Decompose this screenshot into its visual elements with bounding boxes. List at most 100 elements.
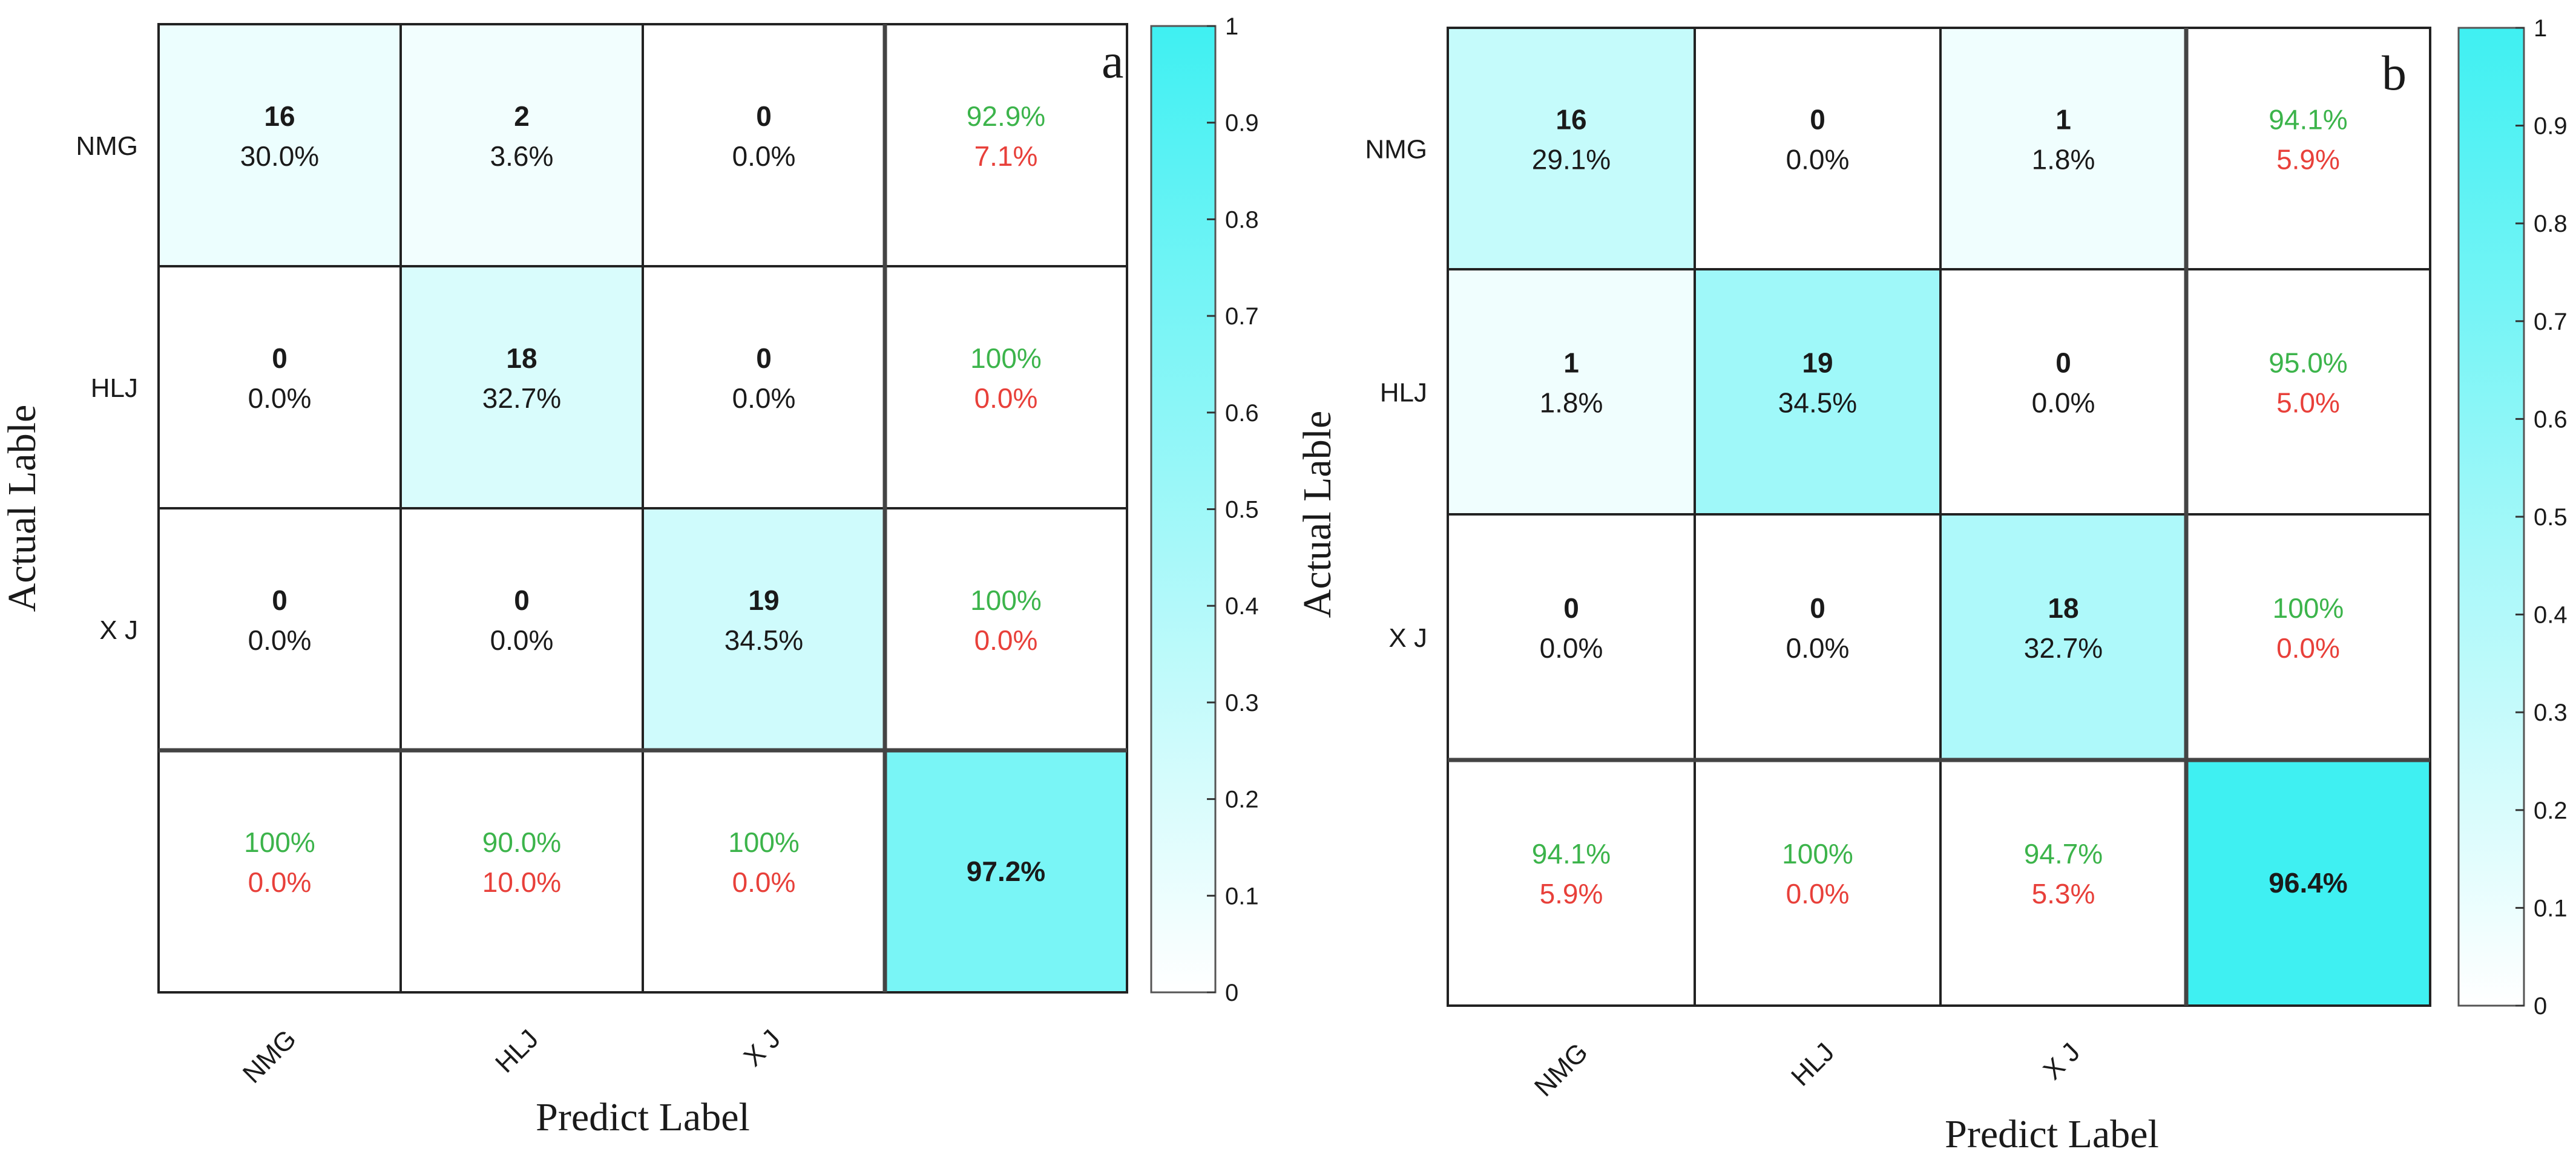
col-recall: 94.7%	[2024, 838, 2103, 870]
matrix-cell	[1939, 27, 2187, 270]
colorbar-tick-label: 0.5	[2534, 504, 2568, 531]
col-error: 0.0%	[1786, 878, 1850, 909]
cell-count: 0	[1810, 104, 1825, 136]
cell-count: 19	[748, 585, 779, 616]
matrix-cell	[1939, 759, 2187, 1007]
cell-percent: 0.0%	[248, 624, 312, 656]
row-error: 0.0%	[2276, 632, 2340, 664]
cell-percent: 30.0%	[240, 140, 319, 172]
panel-label: a	[1102, 33, 1123, 88]
row-error: 7.1%	[974, 140, 1038, 172]
colorbar-tick-label: 0.6	[2534, 406, 2568, 433]
colorbar-tick-label: 0	[2534, 993, 2547, 1020]
colorbar-tick-label: 0.7	[1225, 303, 1259, 330]
matrix-cell	[2185, 268, 2431, 516]
colorbar-tick-label: 1	[2534, 15, 2547, 42]
matrix-cell	[642, 23, 886, 267]
row-error: 5.9%	[2276, 144, 2340, 175]
cell-percent: 1.8%	[2032, 144, 2095, 175]
matrix-cell	[1447, 27, 1696, 270]
cell-count: 0	[2055, 347, 2071, 379]
row-error: 0.0%	[974, 382, 1038, 414]
cell-percent: 32.7%	[482, 382, 561, 414]
y-tick-label: HLJ	[91, 373, 138, 403]
cell-count: 16	[1556, 104, 1586, 136]
x-axis-title: Predict Label	[536, 1095, 750, 1139]
matrix-cell	[2185, 27, 2431, 270]
cell-count: 0	[272, 585, 288, 616]
matrix-cell	[2185, 759, 2431, 1007]
colorbar-tick-label: 0.9	[2534, 113, 2568, 140]
x-tick-label: HLJ	[490, 1024, 544, 1078]
colorbar-tick-label: 0.3	[2534, 699, 2568, 726]
cell-count: 0	[272, 342, 288, 374]
col-error: 5.3%	[2032, 878, 2095, 909]
x-tick-label: HLJ	[1786, 1037, 1840, 1092]
colorbar-tick-label: 0	[1225, 980, 1238, 1006]
x-axis-title: Predict Label	[1945, 1112, 2159, 1156]
row-precision: 100%	[970, 342, 1042, 374]
cell-percent: 0.0%	[1786, 144, 1850, 175]
colorbar-tick-label: 0.1	[2534, 895, 2568, 922]
cell-percent: 3.6%	[490, 140, 554, 172]
cell-percent: 34.5%	[1778, 387, 1857, 419]
x-tick-label: X J	[738, 1024, 786, 1072]
colorbar-tick-label: 0.1	[1225, 883, 1259, 909]
y-tick-label: X J	[99, 615, 138, 645]
cell-count: 18	[2048, 592, 2078, 624]
cell-count: 0	[514, 585, 530, 616]
row-precision: 100%	[970, 585, 1042, 616]
col-recall: 100%	[244, 827, 315, 858]
row-precision: 100%	[2273, 592, 2344, 624]
cell-percent: 0.0%	[2032, 387, 2095, 419]
overall-accuracy: 97.2%	[967, 856, 1045, 887]
col-error: 5.9%	[1540, 878, 1603, 909]
colorbar-tick-label: 0.2	[2534, 798, 2568, 824]
col-recall: 100%	[728, 827, 800, 858]
cell-percent: 0.0%	[732, 140, 796, 172]
cell-percent: 29.1%	[1532, 144, 1611, 175]
cell-count: 0	[1563, 592, 1579, 624]
matrix-cell	[157, 265, 402, 509]
col-error: 0.0%	[732, 866, 796, 898]
colorbar-gradient	[1150, 25, 1217, 994]
matrix-cell	[1694, 268, 1942, 516]
cell-count: 0	[756, 100, 772, 132]
matrix-cell	[1447, 513, 1696, 761]
cell-percent: 0.0%	[248, 382, 312, 414]
colorbar-gradient	[2457, 27, 2525, 1007]
row-error: 5.0%	[2276, 387, 2340, 419]
cell-count: 1	[2055, 104, 2071, 136]
overall-accuracy: 96.4%	[2269, 867, 2347, 899]
matrix-cell	[884, 507, 1128, 752]
colorbar-tick-label: 0.3	[1225, 690, 1259, 716]
x-tick-label: NMG	[1529, 1037, 1594, 1102]
matrix-cell	[157, 23, 402, 267]
col-recall: 100%	[1782, 838, 1853, 870]
matrix-cell	[2185, 513, 2431, 761]
colorbar-tick-label: 0.4	[2534, 602, 2568, 629]
colorbar-tick-label: 0.2	[1225, 787, 1259, 813]
cell-count: 16	[264, 100, 295, 132]
colorbar-tick-label: 1	[1225, 13, 1238, 40]
colorbar-tick-label: 0.9	[1225, 110, 1259, 137]
colorbar-tick-label: 0.7	[2534, 309, 2568, 335]
panel-label: b	[2382, 45, 2407, 100]
colorbar-tick-label: 0.5	[1225, 497, 1259, 523]
colorbar-tick-label: 0.8	[2534, 211, 2568, 237]
matrix-cell	[884, 23, 1128, 267]
col-error: 10.0%	[482, 866, 561, 898]
cell-percent: 0.0%	[732, 382, 796, 414]
cell-count: 1	[1563, 347, 1579, 379]
cell-count: 19	[1802, 347, 1833, 379]
cell-percent: 0.0%	[1540, 632, 1603, 664]
row-precision: 94.1%	[2269, 104, 2347, 136]
cell-count: 2	[514, 100, 530, 132]
y-axis-title: Actual Lable	[1295, 411, 1339, 618]
cell-percent: 34.5%	[724, 624, 803, 656]
row-error: 0.0%	[974, 624, 1038, 656]
row-precision: 95.0%	[2269, 347, 2347, 379]
matrix-cell	[157, 749, 402, 994]
matrix-cell	[399, 507, 644, 752]
